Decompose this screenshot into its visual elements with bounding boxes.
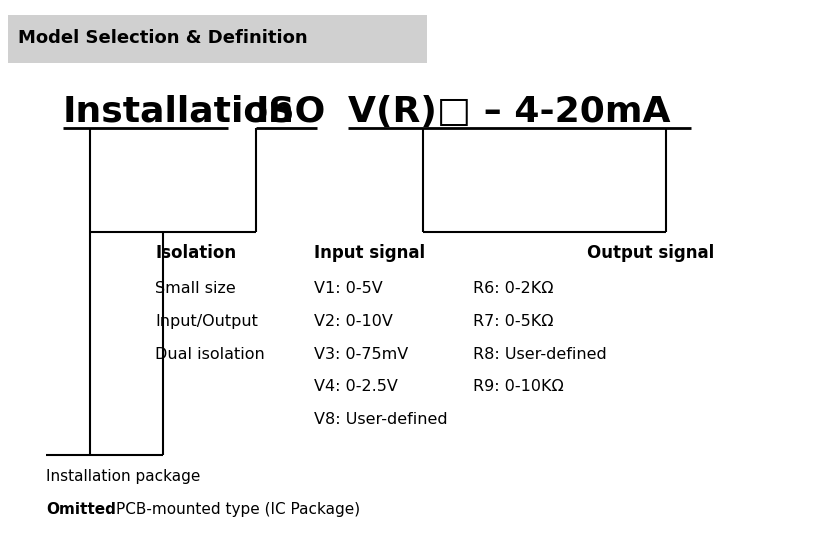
Text: R9: 0-10KΩ: R9: 0-10KΩ <box>473 379 564 395</box>
Text: ISO: ISO <box>256 95 326 129</box>
Text: V3: 0-75mV: V3: 0-75mV <box>314 347 408 362</box>
Text: V1: 0-5V: V1: 0-5V <box>314 281 383 296</box>
Text: R7: 0-5KΩ: R7: 0-5KΩ <box>473 314 554 329</box>
Text: R8: User-defined: R8: User-defined <box>473 347 608 362</box>
FancyBboxPatch shape <box>8 15 427 63</box>
Text: Small size: Small size <box>155 281 235 296</box>
Text: V4: 0-2.5V: V4: 0-2.5V <box>314 379 398 395</box>
Text: : PCB-mounted type (IC Package): : PCB-mounted type (IC Package) <box>106 502 360 517</box>
Text: Input/Output: Input/Output <box>155 314 258 329</box>
Text: Omitted: Omitted <box>46 502 116 517</box>
Text: V2: 0-10V: V2: 0-10V <box>314 314 393 329</box>
Text: Installation: Installation <box>63 95 295 129</box>
Text: Output signal: Output signal <box>587 244 714 263</box>
Text: V(R)□ – 4-20mA: V(R)□ – 4-20mA <box>348 95 670 129</box>
Text: R6: 0-2KΩ: R6: 0-2KΩ <box>473 281 554 296</box>
Text: Input signal: Input signal <box>314 244 426 263</box>
Text: Dual isolation: Dual isolation <box>155 347 265 362</box>
Text: Isolation: Isolation <box>155 244 236 263</box>
Text: Model Selection & Definition: Model Selection & Definition <box>18 29 308 47</box>
Text: V8: User-defined: V8: User-defined <box>314 412 447 427</box>
Text: Installation package: Installation package <box>46 469 200 485</box>
